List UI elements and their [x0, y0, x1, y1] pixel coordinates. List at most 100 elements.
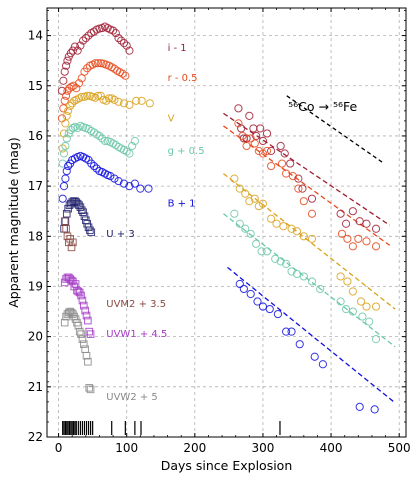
- data-point: [246, 289, 255, 299]
- data-point: [299, 232, 308, 241]
- data-point: [82, 311, 91, 320]
- data-point: [292, 227, 302, 236]
- data-point: [341, 219, 351, 228]
- data-point: [348, 287, 357, 296]
- data-point: [288, 171, 298, 181]
- y-tick-label: 22: [28, 430, 43, 444]
- data-point: [238, 131, 247, 141]
- data-point: [98, 134, 107, 143]
- data-point: [70, 312, 79, 321]
- data-point: [76, 41, 85, 50]
- data-point: [132, 96, 141, 105]
- data-point: [271, 254, 280, 263]
- data-point: [230, 174, 239, 183]
- data-point: [74, 321, 83, 330]
- data-point: [362, 237, 371, 246]
- y-tick-label: 15: [28, 79, 43, 93]
- data-point: [81, 34, 90, 43]
- fit-line-3: [223, 213, 396, 348]
- data-point: [256, 124, 265, 133]
- data-point: [84, 316, 92, 325]
- data-point: [246, 134, 255, 143]
- x-tick-label: 200: [183, 441, 206, 455]
- data-point: [67, 243, 76, 252]
- data-point: [137, 96, 146, 105]
- data-point: [234, 119, 243, 128]
- data-point: [75, 201, 83, 209]
- data-point: [245, 197, 254, 206]
- y-tick-label: 17: [28, 179, 43, 193]
- data-point: [91, 59, 100, 68]
- series-label: B + 1: [168, 199, 196, 210]
- grid: [47, 8, 406, 437]
- data-point: [69, 81, 78, 90]
- data-point: [282, 327, 291, 336]
- data-point: [371, 335, 381, 344]
- data-point: [85, 327, 94, 336]
- data-point: [272, 219, 281, 228]
- data-point: [106, 171, 115, 181]
- fit-lines: [223, 112, 396, 404]
- data-point: [241, 189, 250, 198]
- y-tick-label: 21: [28, 380, 43, 394]
- data-point: [73, 286, 81, 295]
- data-point: [125, 149, 134, 158]
- data-point: [234, 104, 243, 113]
- data-point: [136, 184, 145, 193]
- axis-ticks: 0 100 200 300 400 500 14 15 16 17 18 19 20 21 22: [28, 8, 411, 455]
- data-point: [122, 41, 131, 50]
- data-point: [242, 141, 251, 151]
- data-point: [237, 124, 246, 133]
- data-point: [265, 304, 274, 314]
- data-point: [58, 194, 67, 203]
- data-point: [72, 84, 81, 93]
- data-point: [337, 229, 347, 238]
- series-label: g + 0.5: [168, 146, 205, 157]
- data-point: [257, 247, 266, 256]
- data-point: [348, 307, 357, 316]
- data-point: [358, 312, 367, 321]
- data-point: [87, 159, 96, 168]
- data-point: [85, 384, 94, 392]
- data-point: [61, 119, 70, 128]
- data-point: [63, 56, 72, 65]
- fit-line-0: [223, 112, 391, 226]
- data-point: [70, 42, 80, 51]
- series-label: i - 1: [168, 43, 187, 54]
- data-point: [69, 277, 77, 286]
- data-point: [254, 202, 263, 211]
- data-point: [104, 94, 114, 103]
- data-point: [110, 174, 119, 183]
- data-point: [336, 272, 345, 281]
- data-point: [79, 208, 87, 217]
- series-label: r - 0.5: [168, 73, 198, 84]
- data-point: [307, 277, 317, 286]
- data-point: [343, 234, 352, 243]
- data-point: [62, 111, 71, 120]
- data-point: [61, 61, 71, 70]
- data-point: [267, 214, 276, 223]
- data-point: [258, 136, 268, 146]
- data-point: [122, 147, 131, 156]
- data-point: [57, 86, 67, 95]
- data-point: [86, 226, 94, 235]
- y-tick-label: 20: [28, 330, 43, 344]
- data-point: [252, 239, 261, 248]
- data-point: [61, 174, 70, 183]
- y-axis-title: Apparent magnitude (mag): [6, 137, 21, 308]
- data-point: [348, 242, 357, 251]
- data-point: [79, 36, 88, 45]
- data-point: [307, 234, 317, 243]
- data-point: [128, 141, 137, 151]
- data-point: [258, 199, 268, 208]
- data-point: [73, 123, 82, 133]
- data-point: [63, 232, 72, 241]
- band-labels: i - 1 r - 0.5 Vg + 0.5 B + 1 U + 3 UVM2 + 3.5…: [106, 43, 204, 403]
- series-label: UVW1 + 4.5: [106, 329, 167, 340]
- data-point: [125, 100, 134, 109]
- data-point: [230, 209, 239, 218]
- data-point: [239, 284, 248, 294]
- data-point: [318, 360, 327, 369]
- data-point: [95, 131, 104, 141]
- data-point: [348, 207, 357, 216]
